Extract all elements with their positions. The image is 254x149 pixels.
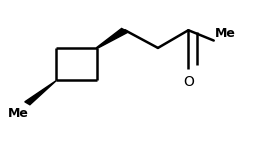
Text: O: O	[182, 74, 193, 89]
Polygon shape	[96, 28, 128, 48]
Text: Me: Me	[214, 27, 235, 40]
Polygon shape	[25, 80, 56, 105]
Text: Me: Me	[8, 107, 29, 120]
